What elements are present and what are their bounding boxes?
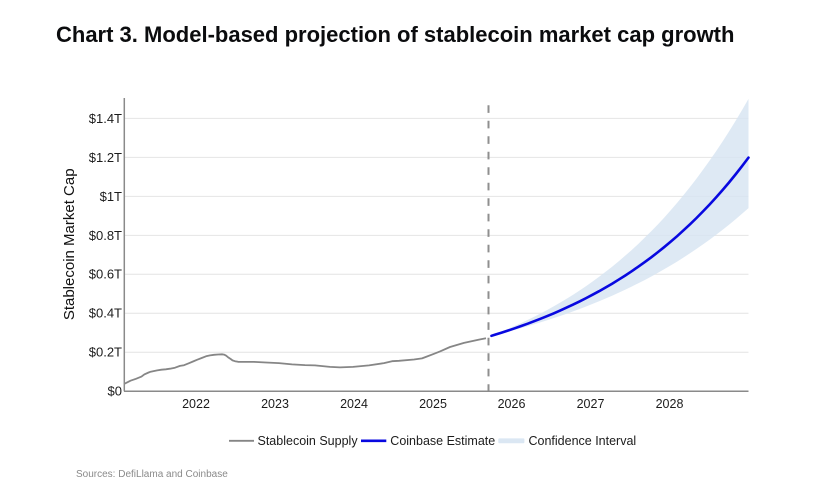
svg-text:$0.8T: $0.8T <box>89 228 122 243</box>
svg-text:2024: 2024 <box>340 397 368 411</box>
svg-text:$0.6T: $0.6T <box>89 267 122 282</box>
svg-text:Coinbase Estimate: Coinbase Estimate <box>390 434 495 448</box>
svg-text:2022: 2022 <box>182 397 210 411</box>
svg-text:Stablecoin Supply: Stablecoin Supply <box>258 434 359 448</box>
svg-text:$0: $0 <box>108 384 122 399</box>
svg-text:2026: 2026 <box>498 397 526 411</box>
svg-text:2028: 2028 <box>656 397 684 411</box>
svg-text:Stablecoin Market Cap: Stablecoin Market Cap <box>61 168 78 320</box>
svg-text:$1.4T: $1.4T <box>89 111 122 126</box>
svg-text:2025: 2025 <box>419 397 447 411</box>
svg-text:2027: 2027 <box>577 397 605 411</box>
svg-text:$0.2T: $0.2T <box>89 345 122 360</box>
svg-text:Confidence Interval: Confidence Interval <box>529 434 637 448</box>
svg-text:$1.2T: $1.2T <box>89 150 122 165</box>
svg-text:Sources: DefiLlama and Coinbas: Sources: DefiLlama and Coinbase <box>76 469 228 480</box>
svg-text:$0.4T: $0.4T <box>89 306 122 321</box>
svg-text:2023: 2023 <box>261 397 289 411</box>
svg-text:$1T: $1T <box>100 189 122 204</box>
